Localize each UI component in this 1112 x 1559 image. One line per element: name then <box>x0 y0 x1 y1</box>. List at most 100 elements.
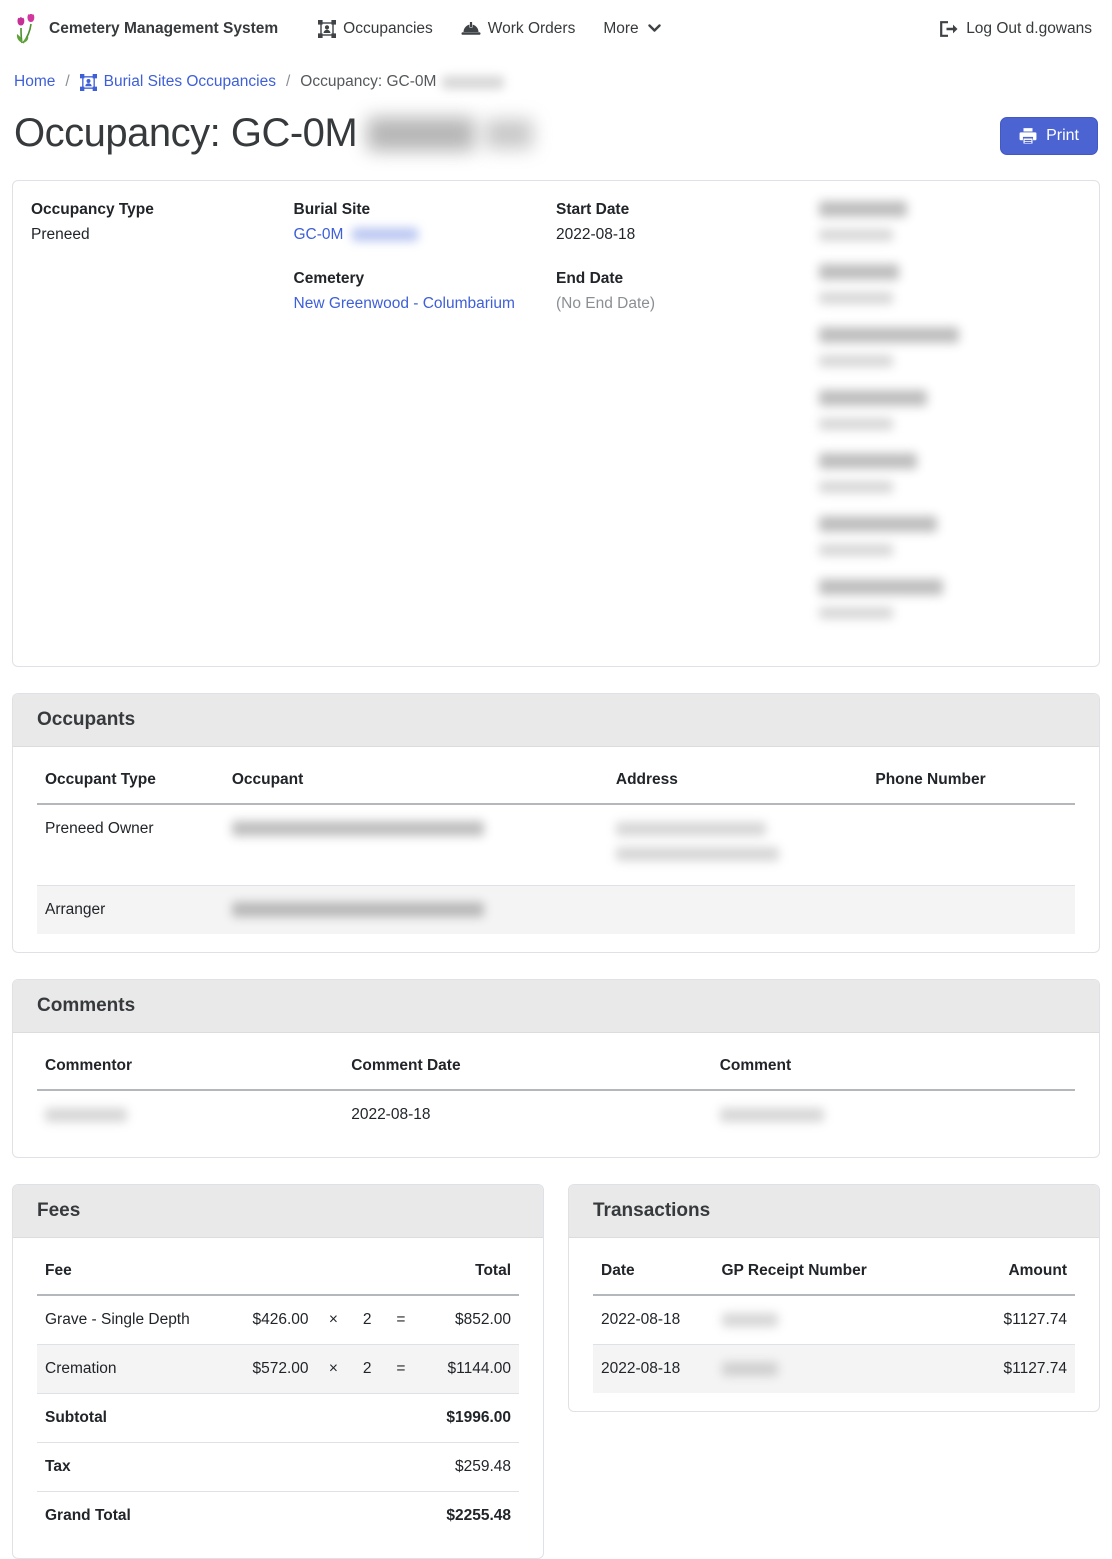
occupants-card: Occupants Occupant Type Occupant Address… <box>12 693 1100 953</box>
printer-icon <box>1019 127 1037 145</box>
subtotal-value: $1996.00 <box>417 1393 519 1443</box>
comments-header-row: Commentor Comment Date Comment <box>37 1043 1075 1091</box>
breadcrumb-occupancies-link[interactable]: Burial Sites Occupancies <box>79 73 276 91</box>
fee-name-cell: Grave - Single Depth <box>37 1295 240 1345</box>
breadcrumb: Home / Burial Sites Occupancies / Occupa… <box>0 57 1112 105</box>
details-column-4-redacted <box>818 201 1082 642</box>
fee-price-cell: $426.00 <box>239 1295 317 1345</box>
nav-more-label: More <box>603 19 639 37</box>
redacted-text <box>485 118 534 149</box>
transaction-amount-cell: $1127.74 <box>1003 1360 1068 1377</box>
comments-card: Comments Commentor Comment Date Comment … <box>12 979 1100 1158</box>
top-navbar: Cemetery Management System Occupancies <box>0 0 1112 57</box>
page-title-text: Occupancy: GC-0M <box>14 111 358 155</box>
occupancy-frame-icon <box>79 73 97 91</box>
occupant-row: Arranger <box>37 885 1075 935</box>
end-date-label: End Date <box>556 270 624 287</box>
transactions-header-row: Date GP Receipt Number Amount <box>593 1248 1075 1296</box>
transaction-row: 2022-08-18 $1127.74 <box>593 1295 1075 1345</box>
occupant-address-cell <box>608 886 868 935</box>
col-address: Address <box>607 757 868 805</box>
fee-equals-sign: = <box>384 1295 418 1345</box>
col-amount: Amount <box>930 1248 1075 1296</box>
nav-work-orders-label: Work Orders <box>487 19 576 37</box>
hard-hat-icon <box>461 20 481 37</box>
fee-qty-cell: 2 <box>350 1344 385 1394</box>
col-date: Date <box>593 1248 714 1296</box>
tax-row: Tax $259.48 <box>37 1442 519 1492</box>
comment-date-cell: 2022-08-18 <box>351 1106 431 1123</box>
redacted-text <box>351 228 418 242</box>
nav-occupancies-label: Occupancies <box>343 19 433 37</box>
occupancy-type-field: Occupancy Type Preneed <box>31 201 294 244</box>
print-button[interactable]: Print <box>1000 117 1098 155</box>
occupant-row: Preneed Owner <box>37 804 1075 886</box>
occupant-phone-cell <box>867 804 1075 886</box>
burial-site-link[interactable]: GC-0M <box>293 226 344 243</box>
transactions-section-title: Transactions <box>569 1185 1099 1238</box>
sign-out-icon <box>939 20 958 37</box>
occupant-phone-cell <box>867 886 1075 935</box>
occupants-table: Occupant Type Occupant Address Phone Num… <box>37 757 1075 934</box>
breadcrumb-home-link[interactable]: Home <box>14 73 56 90</box>
col-commentor: Commentor <box>37 1043 344 1091</box>
fee-row: Grave - Single Depth $426.00 × 2 = $852.… <box>37 1295 519 1345</box>
logout-button[interactable]: Log Out d.gowans <box>933 12 1098 46</box>
breadcrumb-separator: / <box>65 73 70 90</box>
redacted-field <box>818 390 1082 430</box>
comment-cell <box>712 1090 1075 1139</box>
nav-more[interactable]: More <box>589 12 674 46</box>
transaction-receipt-cell <box>714 1345 931 1394</box>
redacted-field <box>818 579 1082 619</box>
nav-occupancies[interactable]: Occupancies <box>304 12 447 46</box>
redacted-text <box>442 75 505 89</box>
col-gp-receipt-number: GP Receipt Number <box>713 1248 931 1296</box>
burial-site-field: Burial Site GC-0M <box>294 201 557 244</box>
transaction-date-cell: 2022-08-18 <box>601 1360 681 1377</box>
fee-row: Cremation $572.00 × 2 = $1144.00 <box>37 1344 519 1394</box>
col-fee: Fee <box>37 1248 240 1296</box>
details-grid: Occupancy Type Preneed Burial Site GC-0M… <box>13 181 1099 666</box>
redacted-field <box>818 264 1082 304</box>
cemetery-link[interactable]: New Greenwood - Columbarium <box>293 295 515 312</box>
start-date-label: Start Date <box>556 201 630 218</box>
redacted-value <box>818 418 893 430</box>
transaction-receipt-cell <box>713 1295 931 1345</box>
fee-name-cell: Cremation <box>37 1344 240 1394</box>
redacted-field <box>818 327 1082 367</box>
occupant-type-cell: Arranger <box>45 901 106 918</box>
redacted-text <box>615 821 766 836</box>
start-date-value: 2022-08-18 <box>556 226 636 243</box>
subtotal-row: Subtotal $1996.00 <box>37 1393 519 1443</box>
page-title: Occupancy: GC-0M <box>14 111 534 156</box>
fees-section-title: Fees <box>13 1185 543 1238</box>
nav-work-orders[interactable]: Work Orders <box>447 12 590 46</box>
redacted-field <box>818 516 1082 556</box>
breadcrumb-current: Occupancy: GC-0M <box>300 73 505 91</box>
occupants-section-title: Occupants <box>13 694 1099 747</box>
app-brand[interactable]: Cemetery Management System <box>14 13 278 44</box>
title-row: Occupancy: GC-0M Print <box>0 105 1112 180</box>
fees-card: Fees Fee Total Grave - Single Depth $426… <box>12 1184 544 1559</box>
tulip-logo-icon <box>14 13 40 44</box>
fee-total-cell: $1144.00 <box>417 1344 519 1394</box>
occupancy-details-card: Occupancy Type Preneed Burial Site GC-0M… <box>12 180 1100 667</box>
col-phone-number: Phone Number <box>867 757 1075 805</box>
commentor-cell <box>37 1090 343 1139</box>
redacted-value <box>818 355 893 367</box>
end-date-field: End Date (No End Date) <box>556 270 819 313</box>
transaction-date-cell: 2022-08-18 <box>593 1295 714 1345</box>
occupant-name-cell <box>223 804 608 886</box>
redacted-label <box>818 264 899 280</box>
redacted-value <box>818 481 893 493</box>
col-occupant-type: Occupant Type <box>37 757 224 805</box>
col-comment: Comment <box>711 1043 1075 1091</box>
fee-equals-sign: = <box>384 1344 418 1394</box>
burial-site-label: Burial Site <box>293 201 371 218</box>
fee-times-sign: × <box>316 1295 351 1345</box>
redacted-text <box>231 821 484 837</box>
comment-row: 2022-08-18 <box>37 1090 1075 1139</box>
redacted-text <box>367 116 476 151</box>
redacted-text <box>615 846 779 861</box>
comments-section-title: Comments <box>13 980 1099 1033</box>
